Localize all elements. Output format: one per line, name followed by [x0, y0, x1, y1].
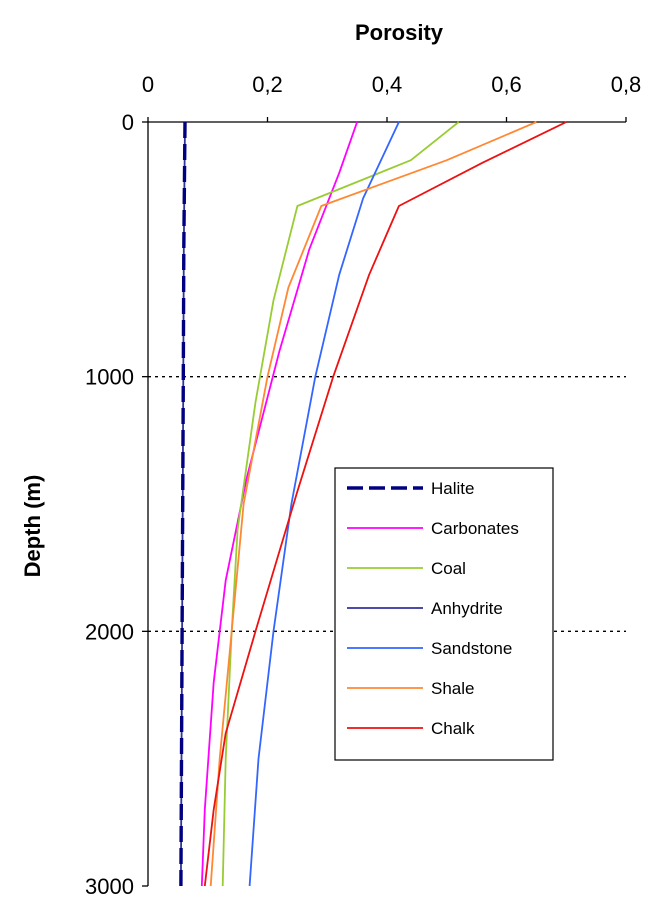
series-line-halite [179, 121, 187, 887]
x-ticks: 0 0,2 0,4 0,6 0,8 [142, 72, 641, 122]
legend-box [334, 467, 554, 761]
legend-label-shale: Shale [431, 679, 474, 698]
x-tick-label: 0,6 [491, 72, 522, 97]
y-tick-label: 0 [122, 110, 134, 135]
series-line-carbonates [200, 121, 358, 887]
y-tick-label: 3000 [85, 874, 134, 897]
series-lines [179, 121, 567, 887]
legend-label-anhydrite: Anhydrite [431, 599, 503, 618]
series-line-chalk [203, 121, 567, 887]
y-axis-title: Depth (m) [20, 475, 45, 578]
y-tick-label: 2000 [85, 619, 134, 644]
y-tick-label: 1000 [85, 365, 134, 390]
x-tick-label: 0,8 [611, 72, 642, 97]
series-line-sandstone [248, 121, 400, 887]
legend-label-carbonates: Carbonates [431, 519, 519, 538]
x-axis-title: Porosity [355, 20, 444, 45]
legend: Halite Carbonates Coal Anhydrite Sandstone Sh… [334, 467, 554, 761]
x-tick-label: 0,4 [372, 72, 403, 97]
legend-label-sandstone: Sandstone [431, 639, 512, 658]
legend-label-halite: Halite [431, 479, 474, 498]
x-tick-label: 0 [142, 72, 154, 97]
series-line-shale [209, 121, 537, 887]
legend-label-coal: Coal [431, 559, 466, 578]
x-tick-label: 0,2 [252, 72, 283, 97]
y-ticks: 0 1000 2000 3000 [85, 110, 148, 897]
legend-label-chalk: Chalk [431, 719, 475, 738]
